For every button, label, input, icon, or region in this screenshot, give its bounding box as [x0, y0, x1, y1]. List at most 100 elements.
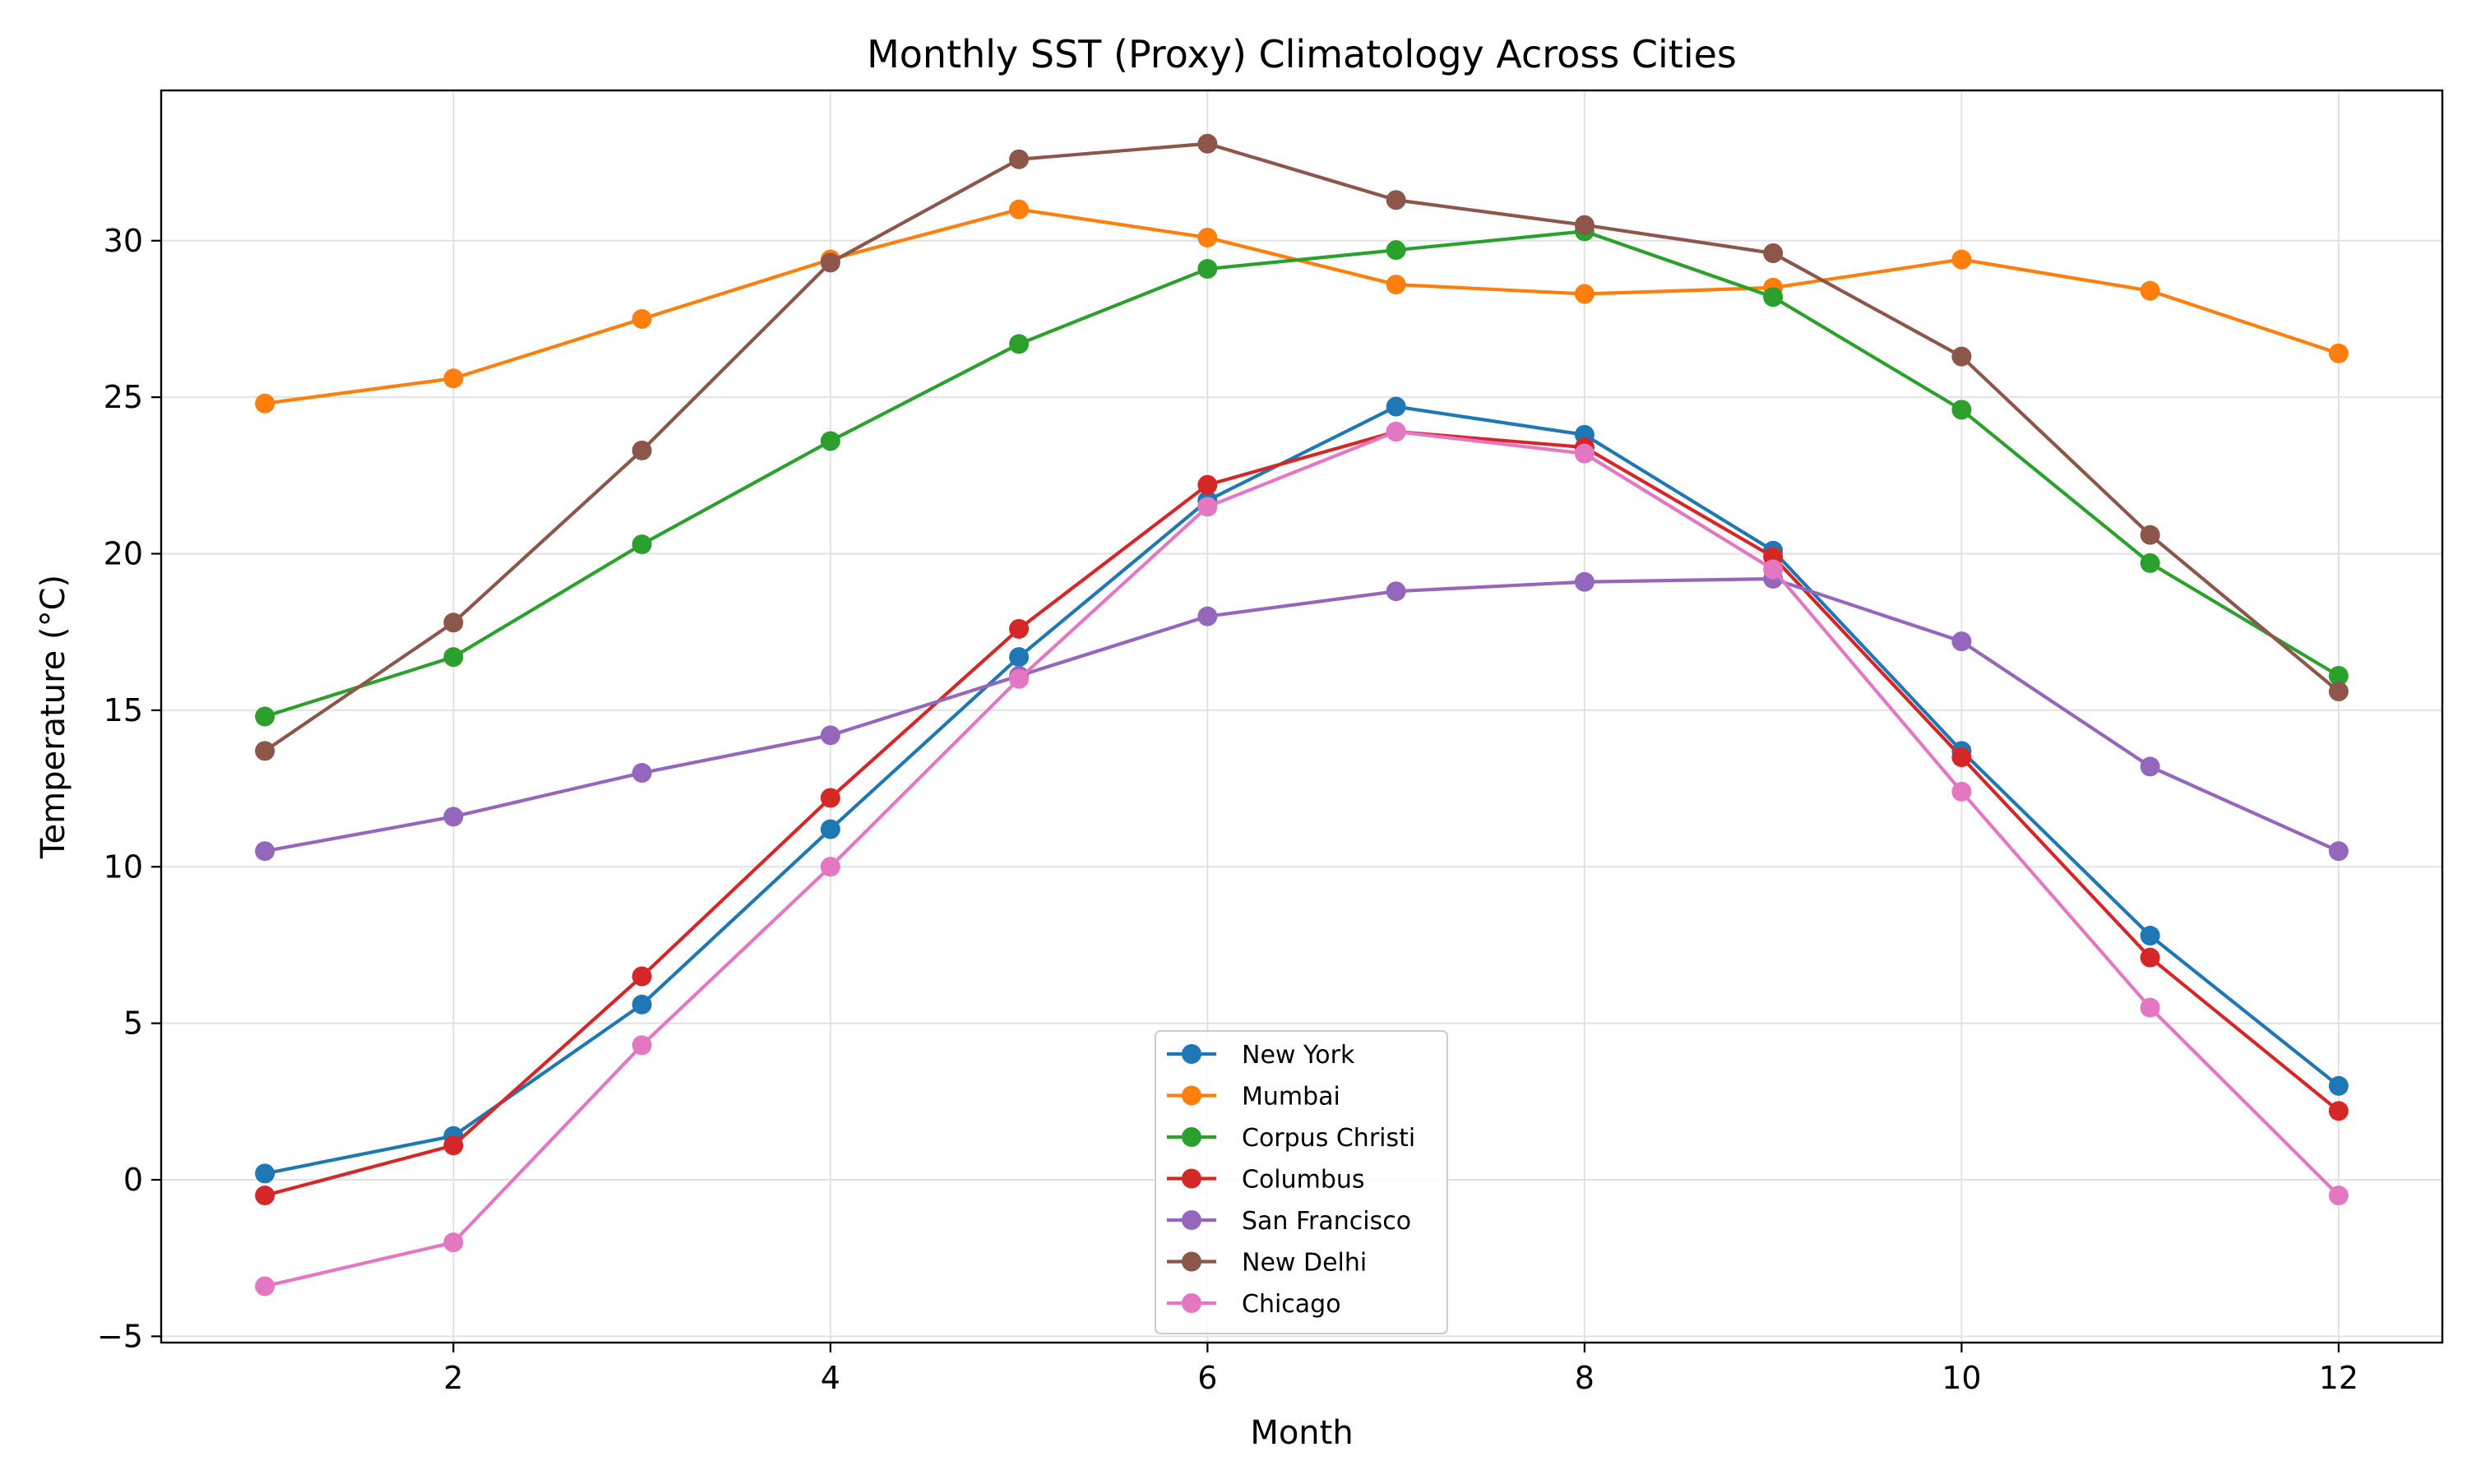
- legend-swatch-marker: [1182, 1044, 1201, 1064]
- data-point-corpus-christi: [1763, 287, 1784, 307]
- data-point-new-york: [2328, 1075, 2349, 1096]
- data-point-new-york: [1386, 396, 1406, 417]
- x-tick-label: 4: [821, 1360, 840, 1396]
- data-point-mumbai: [1197, 227, 1218, 247]
- data-point-columbus: [1951, 747, 1972, 767]
- data-point-corpus-christi: [820, 431, 840, 451]
- series-line-san-francisco: [264, 576, 2340, 853]
- data-point-new-delhi: [255, 741, 275, 761]
- legend-swatch-marker: [1182, 1085, 1201, 1106]
- data-point-corpus-christi: [2140, 552, 2160, 573]
- data-point-mumbai: [2140, 280, 2160, 301]
- data-point-new-delhi: [2328, 682, 2349, 702]
- x-axis-label: Month: [1250, 1414, 1353, 1452]
- data-point-mumbai: [632, 308, 652, 329]
- series-line-new-york: [264, 405, 2340, 1176]
- data-point-corpus-christi: [2328, 666, 2349, 687]
- data-point-corpus-christi: [255, 706, 275, 727]
- data-point-chicago: [1951, 781, 1972, 802]
- series-line-columbus: [264, 429, 2340, 1198]
- legend-label: Corpus Christi: [1242, 1124, 1415, 1153]
- data-point-san-francisco: [1951, 631, 1972, 652]
- y-axis-label: Temperature (°C): [35, 575, 72, 859]
- series-layer: [255, 133, 2349, 1297]
- data-point-columbus: [255, 1186, 275, 1206]
- legend-swatch-marker: [1182, 1293, 1201, 1313]
- data-point-new-delhi: [632, 440, 652, 460]
- data-point-corpus-christi: [1197, 259, 1218, 280]
- data-point-san-francisco: [255, 841, 275, 862]
- data-point-mumbai: [255, 393, 275, 414]
- plot-frame: [160, 89, 2444, 1344]
- y-tick-label: −5: [97, 1318, 143, 1354]
- data-point-new-delhi: [1951, 346, 1972, 367]
- data-point-new-york: [2140, 926, 2160, 946]
- data-point-columbus: [2140, 947, 2160, 968]
- series-line-chicago: [264, 429, 2340, 1288]
- y-tick-label: 20: [104, 536, 143, 572]
- series-new-delhi: [255, 133, 2349, 761]
- data-point-corpus-christi: [1009, 334, 1030, 354]
- data-point-columbus: [632, 966, 652, 987]
- data-point-mumbai: [1009, 199, 1030, 220]
- legend-item: Columbus: [1167, 1166, 1365, 1195]
- data-point-mumbai: [1951, 249, 1972, 270]
- data-point-chicago: [255, 1276, 275, 1297]
- data-point-corpus-christi: [443, 647, 464, 668]
- legend-label: New Delhi: [1242, 1249, 1367, 1278]
- x-tick-label: 10: [1942, 1360, 1981, 1396]
- data-point-chicago: [1763, 559, 1784, 580]
- data-point-new-delhi: [1197, 133, 1218, 154]
- x-tick-label: 12: [2319, 1360, 2358, 1396]
- y-tick-label: 15: [104, 692, 143, 728]
- data-point-new-york: [255, 1163, 275, 1184]
- data-point-san-francisco: [820, 725, 840, 746]
- data-point-mumbai: [1574, 284, 1595, 304]
- legend-swatch-marker: [1182, 1251, 1201, 1272]
- legend-swatch-marker: [1182, 1168, 1201, 1189]
- series-line-new-delhi: [263, 141, 2340, 753]
- y-tick-label: 5: [123, 1006, 143, 1042]
- data-point-chicago: [2328, 1186, 2349, 1206]
- data-point-mumbai: [2328, 343, 2349, 363]
- data-point-new-york: [632, 994, 652, 1015]
- legend-label: New York: [1242, 1041, 1355, 1070]
- data-point-new-york: [820, 819, 840, 839]
- data-point-chicago: [1574, 443, 1595, 464]
- data-point-new-delhi: [1009, 149, 1030, 169]
- data-point-san-francisco: [1386, 581, 1406, 602]
- data-point-san-francisco: [1197, 606, 1218, 626]
- legend-label: Mumbai: [1242, 1083, 1340, 1112]
- legend-label: Chicago: [1242, 1290, 1341, 1319]
- y-tick-label: 0: [123, 1162, 143, 1198]
- y-tick-label: 25: [104, 379, 143, 415]
- data-point-san-francisco: [2328, 841, 2349, 862]
- legend-swatch-marker: [1182, 1127, 1201, 1147]
- data-point-san-francisco: [1574, 571, 1595, 592]
- legend-item: San Francisco: [1167, 1207, 1411, 1236]
- series-line-corpus-christi: [264, 229, 2340, 719]
- legend-item: Corpus Christi: [1167, 1124, 1415, 1153]
- legend-item: Mumbai: [1167, 1083, 1340, 1112]
- data-point-new-delhi: [443, 613, 464, 633]
- data-point-corpus-christi: [632, 534, 652, 555]
- data-point-corpus-christi: [1386, 240, 1406, 261]
- data-point-mumbai: [1386, 275, 1406, 295]
- data-point-chicago: [1386, 422, 1406, 442]
- data-point-san-francisco: [443, 807, 464, 827]
- data-point-new-delhi: [1386, 190, 1406, 210]
- data-point-san-francisco: [2140, 756, 2160, 777]
- data-point-columbus: [820, 788, 840, 808]
- data-point-columbus: [1009, 618, 1030, 639]
- legend-box: [1155, 1030, 1448, 1334]
- grid-lines: [161, 90, 2442, 1343]
- legend-label: San Francisco: [1242, 1207, 1411, 1236]
- data-point-new-delhi: [1763, 243, 1784, 263]
- legend-label: Columbus: [1242, 1166, 1365, 1195]
- legend-item: Chicago: [1167, 1290, 1341, 1319]
- data-point-san-francisco: [632, 763, 652, 784]
- series-new-york: [255, 396, 2349, 1184]
- data-point-chicago: [1009, 668, 1030, 689]
- data-point-new-delhi: [1574, 215, 1595, 235]
